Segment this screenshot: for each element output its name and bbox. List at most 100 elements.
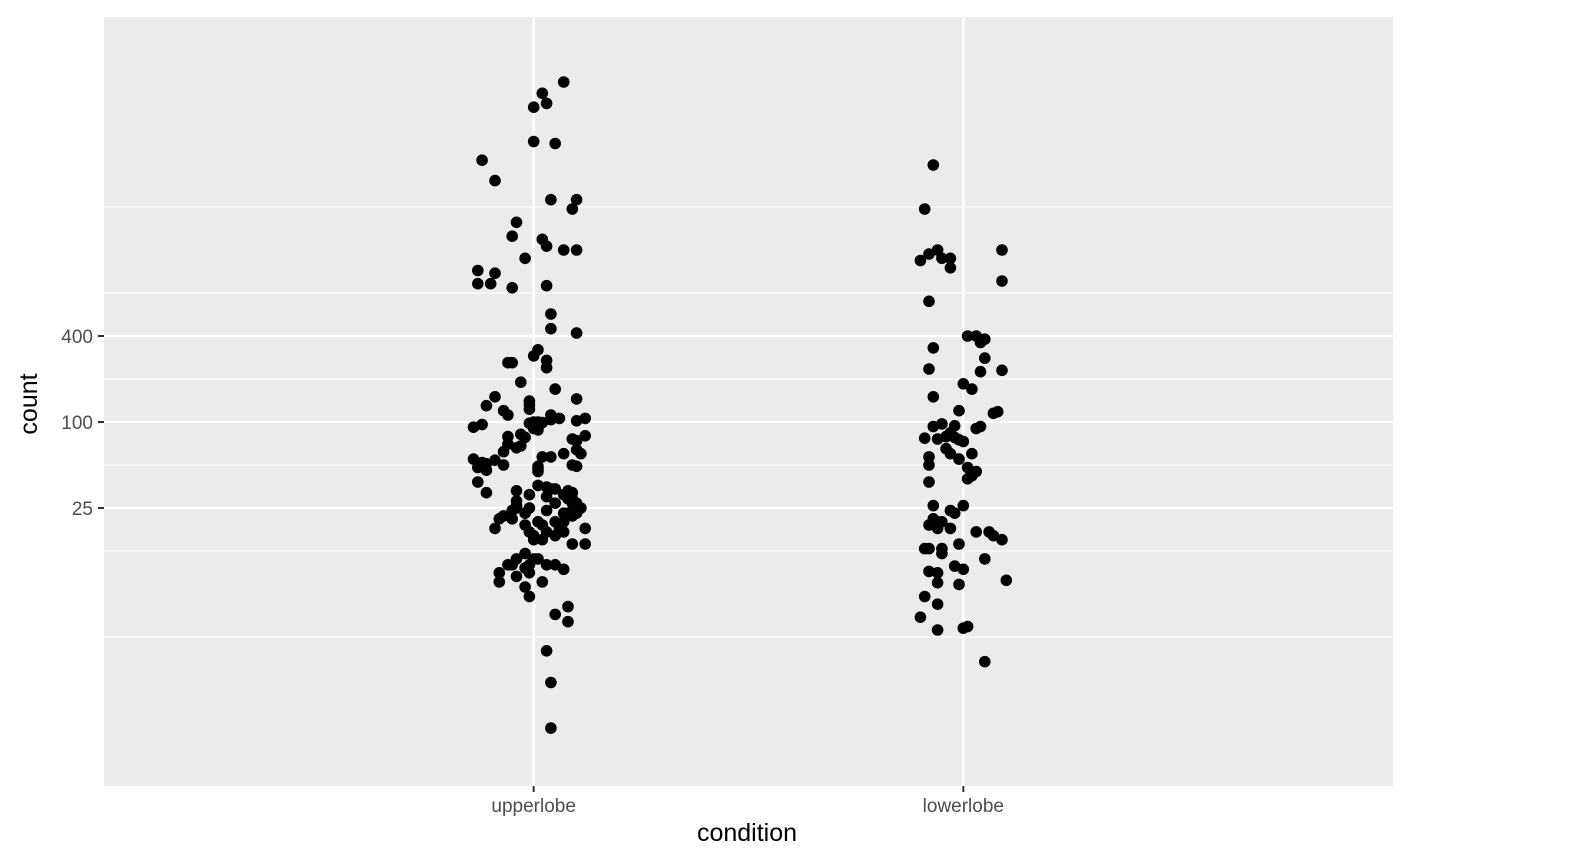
data-point-upperlobe bbox=[523, 403, 536, 416]
y-tick-label: 25 bbox=[72, 499, 93, 520]
data-point-upperlobe bbox=[523, 488, 536, 501]
data-point-lowerlobe bbox=[957, 499, 970, 512]
data-point-upperlobe bbox=[480, 399, 493, 412]
data-point-lowerlobe bbox=[944, 447, 957, 460]
y-axis: 25 100 400 bbox=[61, 327, 104, 520]
data-point-upperlobe bbox=[570, 434, 583, 447]
data-point-lowerlobe bbox=[970, 422, 982, 435]
x-axis: upperlobe lowerlobe bbox=[491, 786, 1004, 817]
data-point-lowerlobe bbox=[944, 262, 957, 274]
data-point-lowerlobe bbox=[996, 364, 1008, 377]
data-point-upperlobe bbox=[476, 154, 488, 166]
data-point-upperlobe bbox=[489, 267, 501, 280]
data-point-upperlobe bbox=[480, 464, 493, 477]
data-point-lowerlobe bbox=[974, 336, 987, 349]
data-point-lowerlobe bbox=[953, 404, 965, 417]
data-point-upperlobe bbox=[472, 264, 484, 277]
data-point-lowerlobe bbox=[966, 383, 978, 395]
data-point-upperlobe bbox=[540, 361, 553, 374]
data-points bbox=[467, 76, 1013, 734]
data-point-lowerlobe bbox=[927, 342, 940, 354]
data-point-upperlobe bbox=[557, 447, 570, 460]
data-point-upperlobe bbox=[510, 485, 523, 497]
data-point-upperlobe bbox=[566, 203, 579, 215]
data-point-upperlobe bbox=[540, 559, 553, 571]
data-point-upperlobe bbox=[506, 282, 518, 294]
data-point-lowerlobe bbox=[1000, 574, 1013, 587]
data-point-upperlobe bbox=[523, 567, 536, 579]
data-point-lowerlobe bbox=[927, 499, 940, 512]
data-point-upperlobe bbox=[570, 193, 583, 206]
data-point-upperlobe bbox=[549, 559, 561, 571]
data-point-lowerlobe bbox=[948, 507, 961, 519]
data-point-upperlobe bbox=[493, 513, 506, 525]
data-point-upperlobe bbox=[489, 174, 501, 187]
data-point-upperlobe bbox=[480, 486, 493, 499]
x-tick-label: upperlobe bbox=[491, 796, 576, 817]
data-point-upperlobe bbox=[493, 567, 506, 579]
data-point-lowerlobe bbox=[987, 407, 1000, 420]
data-point-lowerlobe bbox=[936, 418, 948, 430]
data-point-upperlobe bbox=[527, 350, 540, 362]
data-point-upperlobe bbox=[545, 322, 557, 335]
data-point-upperlobe bbox=[532, 424, 544, 436]
data-point-upperlobe bbox=[523, 590, 536, 603]
data-point-upperlobe bbox=[515, 376, 527, 389]
data-point-lowerlobe bbox=[931, 576, 944, 589]
data-point-upperlobe bbox=[536, 451, 549, 463]
data-point-upperlobe bbox=[502, 409, 514, 421]
data-point-upperlobe bbox=[540, 279, 553, 292]
data-point-upperlobe bbox=[549, 608, 561, 621]
data-point-lowerlobe bbox=[914, 611, 927, 623]
data-point-upperlobe bbox=[506, 559, 518, 571]
data-point-upperlobe bbox=[540, 240, 553, 252]
data-point-upperlobe bbox=[527, 135, 540, 148]
data-point-lowerlobe bbox=[996, 244, 1008, 256]
data-point-upperlobe bbox=[570, 415, 583, 427]
data-point-lowerlobe bbox=[957, 435, 970, 448]
data-point-lowerlobe bbox=[927, 159, 940, 171]
data-point-upperlobe bbox=[467, 421, 480, 434]
data-point-upperlobe bbox=[579, 538, 591, 550]
data-point-upperlobe bbox=[484, 277, 497, 290]
data-point-lowerlobe bbox=[966, 447, 978, 460]
data-point-lowerlobe bbox=[931, 598, 944, 610]
data-point-upperlobe bbox=[540, 97, 553, 110]
data-point-lowerlobe bbox=[923, 363, 935, 375]
data-point-upperlobe bbox=[519, 252, 531, 265]
data-point-upperlobe bbox=[489, 391, 501, 403]
data-point-lowerlobe bbox=[979, 655, 991, 668]
data-point-upperlobe bbox=[506, 513, 518, 525]
minor-gridlines bbox=[104, 206, 1393, 638]
data-point-lowerlobe bbox=[931, 522, 944, 535]
data-point-upperlobe bbox=[489, 522, 501, 535]
data-point-upperlobe bbox=[519, 581, 531, 593]
data-point-upperlobe bbox=[562, 615, 574, 628]
data-point-upperlobe bbox=[506, 230, 518, 242]
data-point-upperlobe bbox=[549, 497, 561, 510]
data-point-upperlobe bbox=[549, 137, 561, 150]
data-point-upperlobe bbox=[536, 87, 549, 100]
data-point-upperlobe bbox=[562, 600, 574, 613]
data-point-upperlobe bbox=[545, 193, 557, 206]
data-point-lowerlobe bbox=[979, 553, 991, 565]
data-point-upperlobe bbox=[566, 459, 579, 471]
data-point-upperlobe bbox=[557, 563, 570, 576]
data-point-upperlobe bbox=[575, 447, 587, 460]
y-axis-title: count bbox=[15, 373, 43, 434]
data-point-lowerlobe bbox=[923, 295, 935, 308]
data-point-lowerlobe bbox=[936, 252, 948, 265]
data-point-upperlobe bbox=[506, 504, 518, 517]
data-point-upperlobe bbox=[510, 442, 523, 454]
y-tick-label: 400 bbox=[61, 327, 93, 348]
data-point-upperlobe bbox=[579, 430, 591, 442]
data-point-lowerlobe bbox=[957, 378, 970, 390]
data-point-lowerlobe bbox=[918, 432, 931, 445]
data-point-lowerlobe bbox=[923, 248, 935, 260]
data-point-upperlobe bbox=[570, 393, 583, 405]
data-point-lowerlobe bbox=[923, 459, 935, 471]
data-point-lowerlobe bbox=[961, 330, 974, 342]
data-point-lowerlobe bbox=[953, 578, 965, 591]
data-point-upperlobe bbox=[545, 451, 557, 463]
data-point-lowerlobe bbox=[979, 352, 991, 364]
